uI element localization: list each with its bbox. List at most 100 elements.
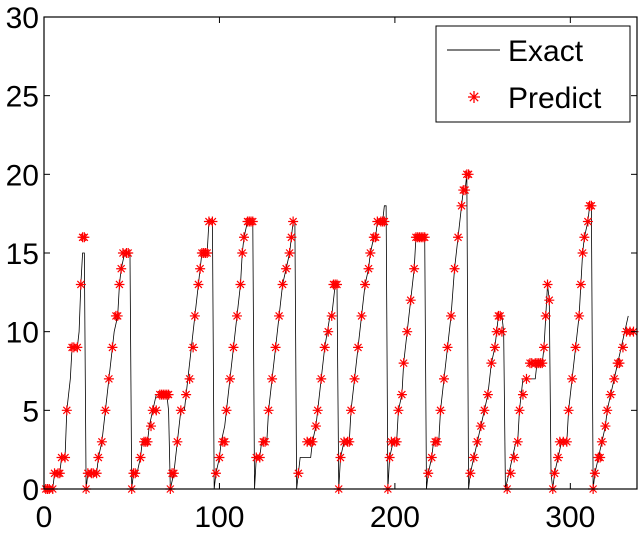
predict-point xyxy=(195,263,206,274)
predict-point xyxy=(349,373,360,384)
predict-point xyxy=(188,342,199,353)
predict-point xyxy=(228,342,239,353)
predict-point xyxy=(224,373,235,384)
predict-point xyxy=(589,468,600,479)
predict-point xyxy=(263,405,274,416)
legend: Exact Predict xyxy=(435,25,631,123)
predict-point xyxy=(293,468,304,479)
legend-predict-swatch xyxy=(468,91,480,103)
predict-point xyxy=(163,389,174,400)
predict-point xyxy=(93,452,104,463)
predict-point xyxy=(600,421,611,432)
predict-point xyxy=(486,358,497,369)
predict-point xyxy=(540,310,551,321)
predict-point xyxy=(307,436,318,447)
predict-point xyxy=(107,342,118,353)
predict-point xyxy=(189,310,200,321)
predict-point xyxy=(370,232,381,243)
predict-point xyxy=(419,232,430,243)
predict-point xyxy=(146,421,157,432)
predict-point xyxy=(549,468,560,479)
predict-point xyxy=(237,248,248,258)
predict-point xyxy=(344,436,355,447)
predict-point xyxy=(284,248,295,258)
predict-point xyxy=(260,436,271,447)
x-tick-label: 100 xyxy=(194,501,244,534)
y-tick-label: 25 xyxy=(6,81,39,114)
predict-point xyxy=(517,389,528,400)
legend-exact-label: Exact xyxy=(508,35,584,68)
predict-point xyxy=(335,452,346,463)
y-tick-label: 30 xyxy=(6,2,39,35)
predict-point xyxy=(495,310,506,321)
predict-point xyxy=(123,248,134,258)
predict-point xyxy=(286,232,297,243)
predict-point xyxy=(574,310,585,321)
predict-point xyxy=(596,436,607,447)
predict-point xyxy=(326,310,337,321)
predict-point xyxy=(168,468,179,479)
predict-point xyxy=(142,436,153,447)
predict-point xyxy=(172,436,183,447)
predict-point xyxy=(553,452,564,463)
predict-point xyxy=(130,468,141,479)
y-tick-label: 10 xyxy=(6,317,39,350)
predict-point xyxy=(482,389,493,400)
predict-point xyxy=(479,405,490,416)
predict-point xyxy=(267,373,278,384)
predict-point xyxy=(465,468,476,479)
predict-point xyxy=(221,405,232,416)
predict-point xyxy=(114,279,125,290)
predict-point xyxy=(605,389,616,400)
predict-point xyxy=(563,405,574,416)
x-tick-label: 200 xyxy=(370,501,420,534)
predict-point xyxy=(405,295,416,306)
predict-point xyxy=(512,436,523,447)
predict-point xyxy=(435,405,446,416)
predict-point xyxy=(586,200,597,211)
predict-point xyxy=(579,232,590,243)
predict-point xyxy=(331,279,342,290)
predict-point xyxy=(274,310,285,321)
predict-point xyxy=(439,373,450,384)
predict-point xyxy=(514,405,525,416)
plot-series xyxy=(40,169,639,494)
predict-point xyxy=(281,263,292,274)
predict-point xyxy=(570,342,581,353)
predict-point xyxy=(496,326,507,337)
legend-predict-label: Predict xyxy=(508,82,602,115)
predict-point xyxy=(360,279,371,290)
predict-point xyxy=(151,405,162,416)
predict-point xyxy=(567,373,578,384)
predict-point xyxy=(475,421,486,432)
predict-point xyxy=(277,279,288,290)
predict-point xyxy=(379,216,390,227)
predict-point xyxy=(505,468,516,479)
predict-point xyxy=(468,452,479,463)
predict-point xyxy=(539,342,550,353)
predict-point xyxy=(103,373,114,384)
predict-point xyxy=(91,468,102,479)
predict-point xyxy=(112,310,123,321)
predict-point xyxy=(609,373,620,384)
predict-point xyxy=(602,405,613,416)
predict-point xyxy=(456,200,467,211)
predict-point xyxy=(54,468,65,479)
predict-point xyxy=(561,436,572,447)
predict-point xyxy=(537,358,548,369)
predict-point xyxy=(214,452,225,463)
predict-point xyxy=(346,405,357,416)
predict-point xyxy=(423,468,434,479)
predict-point xyxy=(577,248,588,258)
predict-point xyxy=(175,405,186,416)
predict-point xyxy=(582,216,593,227)
y-tick-label: 0 xyxy=(22,474,39,507)
predict-point xyxy=(116,263,127,274)
predict-point xyxy=(391,436,402,447)
predict-point xyxy=(235,279,246,290)
predict-point xyxy=(575,279,586,290)
predict-point xyxy=(181,389,192,400)
predict-point xyxy=(491,326,502,337)
predict-point xyxy=(319,342,330,353)
predict-point xyxy=(353,342,364,353)
